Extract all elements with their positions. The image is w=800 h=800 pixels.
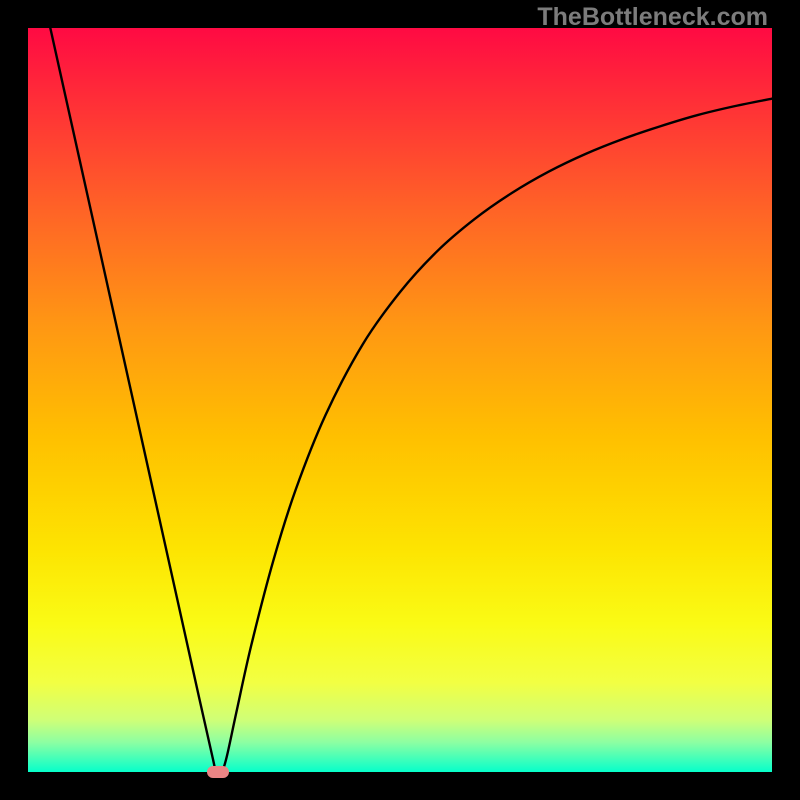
watermark-text: TheBottleneck.com — [537, 3, 768, 32]
chart-svg — [28, 28, 772, 772]
chart-frame: TheBottleneck.com — [0, 0, 800, 800]
plot-area — [28, 28, 772, 772]
marker-shape — [207, 766, 229, 778]
marker-svg — [207, 766, 229, 778]
gradient-background — [28, 28, 772, 772]
minimum-marker — [207, 766, 229, 778]
